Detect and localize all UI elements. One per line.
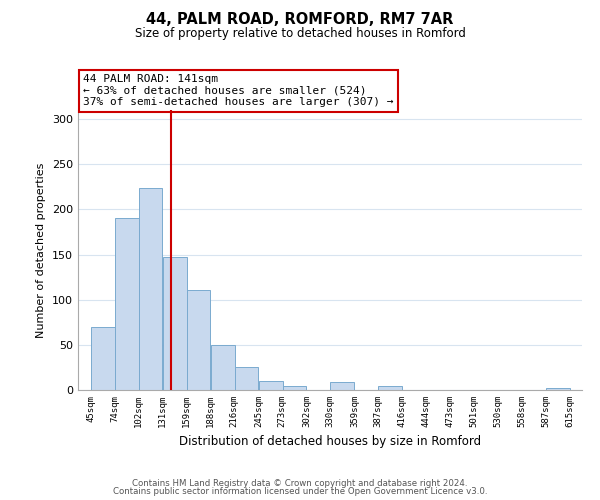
Bar (283, 386, 306, 390)
Bar (187, 290, 211, 390)
Text: 44, PALM ROAD, ROMFORD, RM7 7AR: 44, PALM ROAD, ROMFORD, RM7 7AR (146, 12, 454, 28)
Text: 44 PALM ROAD: 141sqm
← 63% of detached houses are smaller (524)
37% of semi-deta: 44 PALM ROAD: 141sqm ← 63% of detached h… (83, 74, 394, 107)
Bar (547, 388, 570, 390)
Text: Size of property relative to detached houses in Romford: Size of property relative to detached ho… (134, 28, 466, 40)
Bar (163, 257, 187, 390)
Bar (259, 381, 283, 390)
Bar (379, 386, 402, 390)
X-axis label: Distribution of detached houses by size in Romford: Distribution of detached houses by size … (179, 436, 481, 448)
Bar (331, 382, 354, 390)
Text: Contains public sector information licensed under the Open Government Licence v3: Contains public sector information licen… (113, 488, 487, 496)
Text: Contains HM Land Registry data © Crown copyright and database right 2024.: Contains HM Land Registry data © Crown c… (132, 478, 468, 488)
Bar (139, 188, 163, 390)
Bar (91, 327, 115, 390)
Y-axis label: Number of detached properties: Number of detached properties (37, 162, 46, 338)
Bar (235, 368, 258, 390)
Bar (211, 345, 235, 390)
Bar (115, 218, 139, 390)
